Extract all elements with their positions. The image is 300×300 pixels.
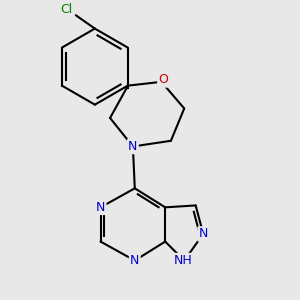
Text: NH: NH — [174, 254, 193, 267]
Text: N: N — [128, 140, 138, 153]
Text: N: N — [199, 227, 208, 241]
Text: Cl: Cl — [60, 3, 73, 16]
Text: O: O — [158, 74, 168, 86]
Text: N: N — [96, 201, 105, 214]
Text: N: N — [130, 254, 140, 267]
